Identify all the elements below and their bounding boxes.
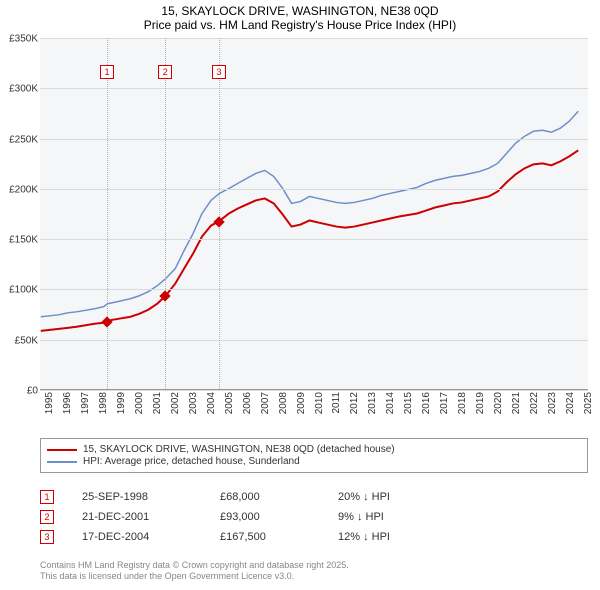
sales-marker: 2 (40, 510, 54, 524)
x-tick-label: 2007 (260, 392, 271, 414)
sale-vline (165, 38, 166, 389)
sale-marker-box: 3 (212, 65, 226, 79)
legend-label: 15, SKAYLOCK DRIVE, WASHINGTON, NE38 0QD… (83, 444, 395, 455)
y-tick-label: £50K (15, 335, 38, 346)
attribution-line1: Contains HM Land Registry data © Crown c… (40, 560, 349, 571)
y-tick-label: £0 (27, 386, 38, 397)
x-tick-label: 2005 (224, 392, 235, 414)
gridline-h: £200K (40, 189, 588, 190)
attribution: Contains HM Land Registry data © Crown c… (40, 560, 349, 583)
x-tick-label: 2012 (349, 392, 360, 414)
x-tick-label: 2010 (314, 392, 325, 414)
x-tick-label: 1995 (44, 392, 55, 414)
title-address: 15, SKAYLOCK DRIVE, WASHINGTON, NE38 0QD (0, 4, 600, 18)
x-tick-label: 2009 (296, 392, 307, 414)
gridline-h: £0 (40, 390, 588, 391)
x-tick-label: 2015 (403, 392, 414, 414)
legend-swatch (47, 461, 77, 463)
x-tick-label: 2001 (152, 392, 163, 414)
x-tick-label: 2011 (331, 392, 342, 414)
sale-marker-box: 1 (100, 65, 114, 79)
gridline-h: £100K (40, 289, 588, 290)
sales-price: £167,500 (220, 531, 310, 543)
legend: 15, SKAYLOCK DRIVE, WASHINGTON, NE38 0QD… (40, 438, 588, 473)
sales-row: 2 21-DEC-2001 £93,000 9% ↓ HPI (40, 510, 588, 524)
x-tick-label: 2017 (439, 392, 450, 414)
x-tick-label: 1996 (62, 392, 73, 414)
x-tick-label: 2008 (278, 392, 289, 414)
x-tick-label: 2023 (547, 392, 558, 414)
y-tick-label: £200K (9, 184, 38, 195)
x-tick-label: 2013 (367, 392, 378, 414)
chart-wrap: £0£50K£100K£150K£200K£250K£300K£350K123 … (0, 38, 600, 438)
sales-row: 3 17-DEC-2004 £167,500 12% ↓ HPI (40, 530, 588, 544)
sales-marker: 3 (40, 530, 54, 544)
x-tick-label: 2004 (206, 392, 217, 414)
x-tick-label: 2018 (457, 392, 468, 414)
sales-date: 25-SEP-1998 (82, 491, 192, 503)
x-tick-label: 2014 (385, 392, 396, 414)
gridline-h: £150K (40, 239, 588, 240)
legend-item: HPI: Average price, detached house, Sund… (47, 456, 581, 467)
sales-diff: 20% ↓ HPI (338, 491, 390, 503)
sales-marker: 1 (40, 490, 54, 504)
x-tick-label: 2000 (134, 392, 145, 414)
x-tick-label: 2019 (475, 392, 486, 414)
x-tick-label: 2024 (565, 392, 576, 414)
y-tick-label: £150K (9, 235, 38, 246)
sale-marker-box: 2 (158, 65, 172, 79)
legend-swatch (47, 449, 77, 451)
gridline-h: £300K (40, 88, 588, 89)
title-block: 15, SKAYLOCK DRIVE, WASHINGTON, NE38 0QD… (0, 0, 600, 32)
sale-vline (219, 38, 220, 389)
x-tick-label: 2003 (188, 392, 199, 414)
gridline-h: £250K (40, 139, 588, 140)
sales-date: 17-DEC-2004 (82, 531, 192, 543)
x-tick-label: 2016 (421, 392, 432, 414)
sales-date: 21-DEC-2001 (82, 511, 192, 523)
x-tick-label: 1998 (98, 392, 109, 414)
x-tick-label: 2022 (529, 392, 540, 414)
y-tick-label: £300K (9, 84, 38, 95)
plot-area: £0 £50K £100K £150K £200K £250K £300K £350K 1 2 3 (40, 38, 588, 390)
y-tick-label: £350K (9, 34, 38, 45)
x-tick-label: 2025 (583, 392, 594, 414)
x-tick-label: 2021 (511, 392, 522, 414)
legend-label: HPI: Average price, detached house, Sund… (83, 456, 300, 467)
line-svg (40, 38, 588, 389)
x-tick-label: 1999 (116, 392, 127, 414)
sales-price: £68,000 (220, 491, 310, 503)
sales-diff: 9% ↓ HPI (338, 511, 384, 523)
sale-vline (107, 38, 108, 389)
legend-item: 15, SKAYLOCK DRIVE, WASHINGTON, NE38 0QD… (47, 444, 581, 455)
sales-price: £93,000 (220, 511, 310, 523)
series-hpi (41, 111, 578, 317)
y-tick-label: £250K (9, 134, 38, 145)
sales-row: 1 25-SEP-1998 £68,000 20% ↓ HPI (40, 490, 588, 504)
sales-diff: 12% ↓ HPI (338, 531, 390, 543)
x-tick-label: 2020 (493, 392, 504, 414)
x-tick-label: 2006 (242, 392, 253, 414)
title-subtitle: Price paid vs. HM Land Registry's House … (0, 18, 600, 32)
y-tick-label: £100K (9, 285, 38, 296)
gridline-h: £50K (40, 340, 588, 341)
series-property (41, 150, 578, 331)
x-tick-label: 1997 (80, 392, 91, 414)
x-tick-label: 2002 (170, 392, 181, 414)
chart-container: 15, SKAYLOCK DRIVE, WASHINGTON, NE38 0QD… (0, 0, 600, 590)
attribution-line2: This data is licensed under the Open Gov… (40, 571, 349, 582)
gridline-h: £350K (40, 38, 588, 39)
sales-table: 1 25-SEP-1998 £68,000 20% ↓ HPI 2 21-DEC-2001… (40, 484, 588, 550)
